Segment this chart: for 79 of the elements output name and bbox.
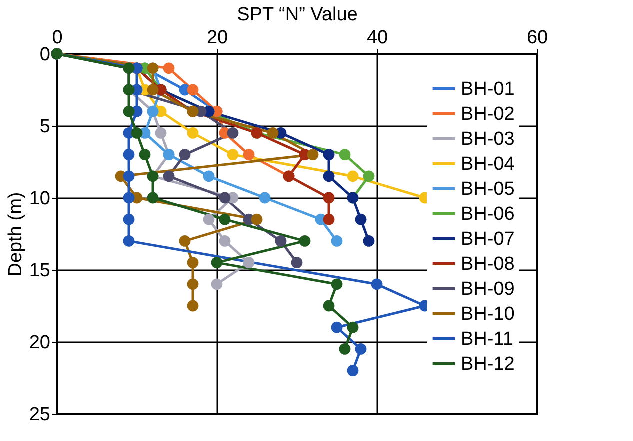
point [211, 257, 223, 268]
point [355, 214, 367, 226]
point [307, 149, 319, 160]
point [371, 278, 383, 290]
point [123, 170, 135, 182]
y-tick-label: 5 [40, 116, 50, 138]
point [187, 128, 199, 139]
y-tick-label: 20 [29, 332, 50, 354]
point [123, 236, 135, 247]
point [227, 128, 239, 139]
legend-label: BH-02 [461, 104, 515, 125]
legend-label: BH-08 [461, 254, 515, 275]
legend-label: BH-11 [461, 329, 514, 350]
point [355, 344, 367, 355]
point [187, 300, 199, 312]
point [147, 192, 159, 204]
point [299, 236, 311, 247]
point [187, 278, 199, 290]
point [123, 106, 135, 118]
point [179, 149, 191, 160]
point [363, 236, 375, 247]
point [131, 128, 143, 139]
point [347, 322, 359, 334]
point [323, 214, 335, 226]
legend-label: BH-01 [461, 79, 515, 100]
x-tick-label: 20 [206, 28, 228, 48]
point [227, 149, 239, 160]
y-tick-label: 25 [29, 404, 50, 426]
point [291, 257, 303, 268]
point [211, 278, 223, 290]
point [203, 214, 215, 226]
point [331, 236, 343, 247]
point [339, 149, 351, 160]
legend-label: BH-04 [461, 154, 516, 175]
point [219, 236, 231, 247]
point [323, 300, 335, 312]
point [179, 236, 191, 247]
point [323, 192, 335, 204]
point [219, 214, 231, 226]
point [275, 236, 287, 247]
y-axis-title: Depth (m) [5, 192, 26, 277]
point [363, 170, 375, 182]
point [259, 192, 271, 204]
point [203, 170, 215, 182]
point [331, 278, 343, 290]
point [267, 128, 279, 139]
point [323, 170, 335, 182]
point [147, 84, 159, 96]
point [155, 128, 167, 139]
point [139, 149, 151, 160]
point [219, 192, 231, 204]
point [163, 170, 175, 182]
point [187, 84, 199, 96]
legend-label: BH-03 [461, 129, 515, 150]
point [123, 149, 135, 160]
legend-label: BH-07 [461, 229, 515, 250]
point [347, 170, 359, 182]
y-tick-label: 0 [40, 44, 50, 66]
legend-label: BH-12 [461, 354, 515, 375]
x-tick-label: 60 [526, 28, 548, 48]
point [123, 192, 135, 204]
point [331, 322, 343, 334]
x-tick-label: 40 [366, 28, 388, 48]
point [347, 365, 359, 376]
legend-label: BH-09 [461, 279, 515, 300]
legend-label: BH-05 [461, 179, 515, 200]
point [187, 257, 199, 268]
point [339, 344, 351, 355]
point [251, 214, 263, 226]
point [243, 257, 255, 268]
point [123, 214, 135, 226]
legend-label: BH-10 [461, 304, 515, 325]
x-axis-title: SPT “N” Value [237, 4, 358, 26]
legend-label: BH-06 [461, 204, 515, 225]
point [163, 62, 175, 74]
y-tick-label: 15 [29, 260, 50, 282]
y-tick-label: 10 [29, 188, 50, 210]
point [243, 149, 255, 160]
point [323, 149, 335, 160]
